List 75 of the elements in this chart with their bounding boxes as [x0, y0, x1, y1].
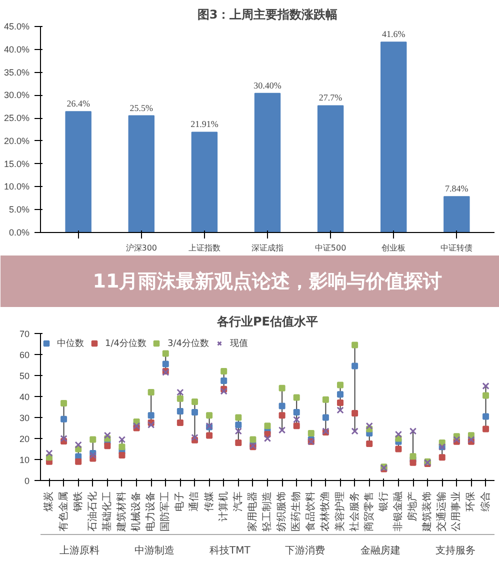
chart-title: 图3：上周主要指数涨跌幅: [197, 8, 338, 22]
x-tick-label: 非银金融: [392, 492, 404, 532]
x-tick-label: 电子: [174, 492, 186, 512]
x-tick-label: 电力设备: [144, 492, 157, 532]
y-tick-label: 30.0%: [4, 90, 30, 100]
x-tick-label: 通信: [188, 492, 200, 512]
text: 11月雨沫最新观点论述，影响与价值探讨: [92, 270, 442, 292]
text: 金融房建: [360, 544, 400, 556]
x-tick-label: 深证成指: [252, 244, 284, 252]
legend-label: 现值: [230, 338, 249, 350]
y-tick-label: 45.0%: [4, 22, 30, 32]
legend-label: 1/4分位数: [105, 338, 146, 350]
x-tick-label: 中证转债: [440, 244, 473, 252]
y-tick-label: 30: [19, 413, 30, 423]
x-tick-label: 建筑材料: [115, 492, 128, 532]
x-tick-label: 家用电器: [246, 492, 258, 532]
y-tick-label: 5.0%: [8, 204, 30, 215]
text: 上游原料: [60, 544, 100, 556]
y-tick-label: 40.0%: [4, 44, 30, 54]
data-label: 41.6%: [382, 29, 406, 40]
x-tick-label: 综合: [479, 492, 492, 512]
y-tick-label: 20: [19, 434, 30, 444]
x-tick-label: 创业板: [382, 244, 406, 252]
y-tick-label: 35.0%: [4, 67, 30, 78]
text: 中游制造: [134, 544, 175, 556]
x-tick-label: 银行: [378, 492, 390, 512]
x-tick-label: 国防军工: [159, 492, 172, 532]
y-tick-label: 10: [19, 455, 30, 465]
data-label: 26.4%: [66, 98, 90, 109]
x-tick-label: 美容护理: [334, 492, 346, 532]
x-tick-label: 沪深300: [126, 244, 158, 252]
x-tick-label: 商贸零售: [362, 492, 375, 532]
x-tick-label: 石油石化: [86, 492, 98, 532]
x-tick-label: 中证500: [314, 244, 346, 252]
y-tick-label: 0.0%: [8, 228, 30, 238]
x-tick-label: 汽车: [232, 492, 244, 512]
y-tick-label: 60: [19, 350, 30, 360]
chart-title: 各行业PE估值水平: [216, 314, 318, 328]
x-tick-label: 纺织服饰: [276, 492, 288, 532]
text: 下游消费: [285, 544, 326, 556]
y-tick-label: 50: [19, 371, 30, 381]
x-tick-label: 社会服务: [348, 492, 360, 532]
x-tick-label: 轻工制造: [261, 492, 273, 532]
x-tick-label: 建筑装饰: [421, 492, 434, 532]
x-tick-label: 上证指数: [188, 244, 220, 252]
x-tick-label: 计算机: [217, 492, 230, 522]
y-tick-label: 0: [24, 476, 30, 486]
x-tick-label: 房地产: [406, 492, 419, 522]
data-label: 30.40%: [254, 80, 282, 90]
y-tick-label: 20.0%: [4, 136, 30, 146]
x-tick-label: 交通运输: [436, 492, 448, 532]
x-tick-label: 机械设备: [130, 492, 142, 532]
y-tick-label: 70: [19, 329, 30, 339]
y-tick-label: 15.0%: [4, 158, 30, 169]
legend-label: 3/4分位数: [167, 338, 209, 350]
data-label: 21.91%: [190, 119, 219, 130]
x-tick-label: 基础化工: [100, 492, 113, 532]
x-tick-label: 农林牧渔: [319, 492, 332, 532]
data-label: 27.7%: [318, 92, 343, 103]
data-label: 7.84%: [445, 184, 469, 194]
x-tick-label: 传媒: [204, 492, 215, 512]
x-tick-label: 医药生物: [290, 492, 302, 532]
x-tick-label: 钢铁: [72, 492, 84, 512]
x-tick-label: 环保: [466, 492, 477, 512]
legend-label: 中位数: [57, 338, 84, 350]
text: 支持服务: [435, 544, 476, 556]
x-tick-label: 公用事业: [450, 492, 462, 532]
x-tick-label: 有色金属: [57, 492, 70, 532]
x-tick-label: 食品饮料: [304, 492, 317, 532]
y-tick-label: 40: [19, 392, 30, 402]
data-label: 25.5%: [130, 102, 154, 113]
y-tick-label: 10.0%: [4, 182, 30, 192]
text: 科技TMT: [209, 544, 252, 556]
x-tick-label: 煤炭: [42, 492, 55, 512]
y-tick-label: 25.0%: [4, 113, 30, 124]
